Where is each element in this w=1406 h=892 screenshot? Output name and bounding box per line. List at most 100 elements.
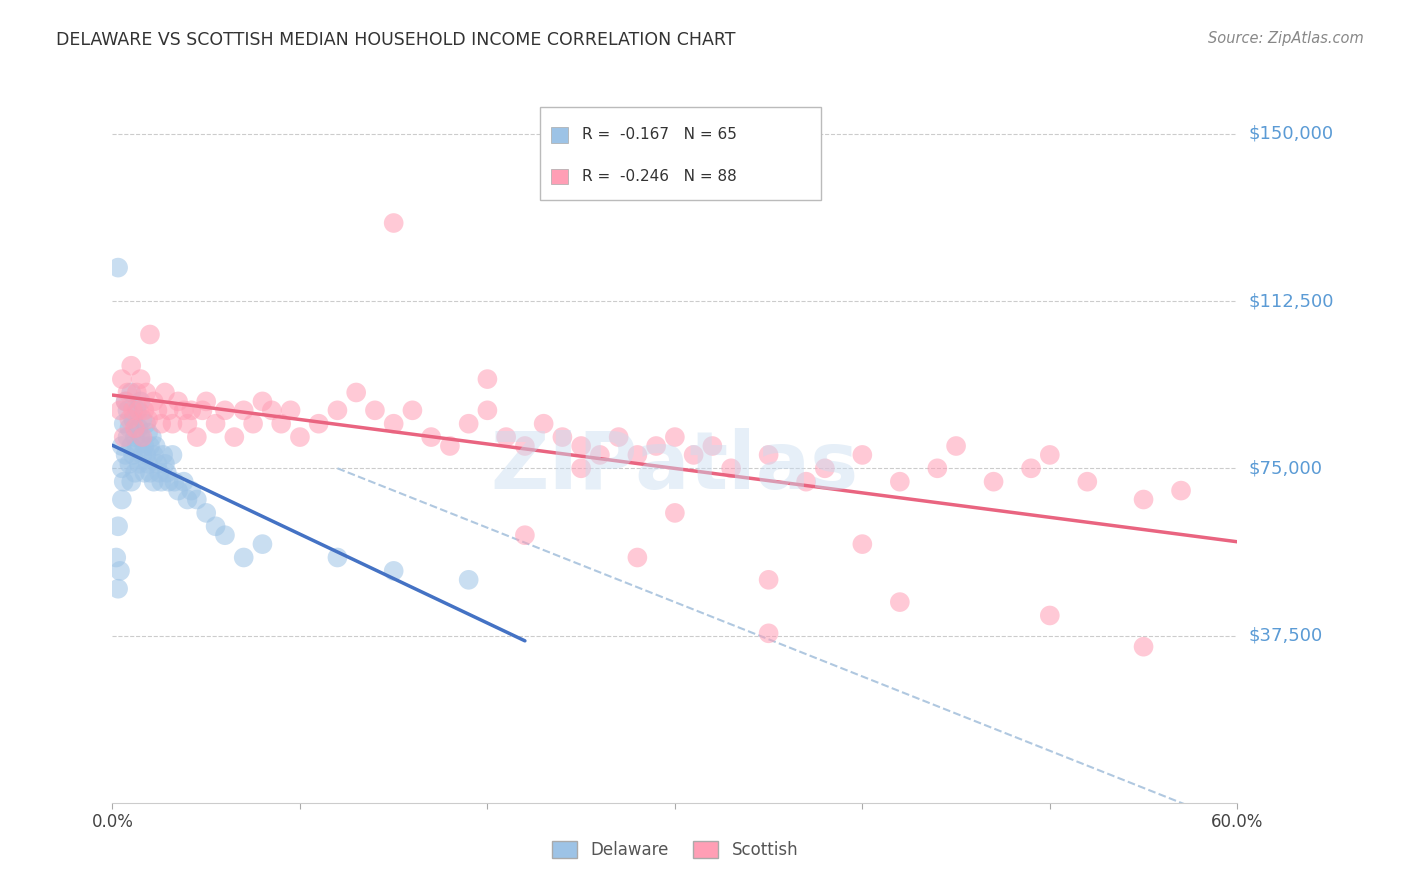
Point [134, 403, 156, 417]
Point [163, 475, 186, 489]
Point [626, 448, 648, 462]
Point [142, 475, 165, 489]
Point [270, 417, 292, 431]
Point [794, 475, 817, 489]
Point [129, 394, 152, 409]
Point [118, 412, 141, 426]
Point [111, 461, 134, 475]
Point [125, 439, 148, 453]
Text: R =  -0.167   N = 65: R = -0.167 N = 65 [582, 128, 737, 143]
Point [720, 461, 742, 475]
Point [124, 466, 146, 480]
Point [1132, 492, 1154, 507]
Point [118, 457, 141, 471]
Point [120, 359, 142, 373]
Point [135, 417, 157, 431]
FancyBboxPatch shape [551, 169, 568, 185]
Point [135, 385, 157, 400]
Text: R =  -0.246   N = 88: R = -0.246 N = 88 [582, 169, 737, 184]
Point [120, 475, 142, 489]
Point [152, 448, 174, 462]
Point [645, 439, 668, 453]
Text: ZIPatlas: ZIPatlas [491, 428, 859, 507]
Point [108, 403, 131, 417]
Point [1039, 608, 1062, 623]
Point [176, 492, 198, 507]
Point [477, 372, 499, 386]
FancyBboxPatch shape [540, 107, 821, 200]
Point [167, 483, 190, 498]
Point [252, 394, 274, 409]
Point [364, 403, 387, 417]
Point [167, 394, 190, 409]
Point [814, 461, 837, 475]
Point [186, 430, 208, 444]
Point [129, 430, 152, 444]
Point [173, 475, 195, 489]
Point [214, 403, 236, 417]
Point [382, 417, 405, 431]
Point [1076, 475, 1098, 489]
Point [533, 417, 555, 431]
Point [124, 430, 146, 444]
Point [224, 430, 246, 444]
Point [1132, 640, 1154, 654]
Point [131, 430, 153, 444]
Point [214, 528, 236, 542]
Point [114, 394, 136, 409]
Point [758, 448, 780, 462]
Point [513, 439, 536, 453]
Text: $112,500: $112,500 [1249, 292, 1334, 310]
Point [344, 385, 367, 400]
Point [122, 412, 145, 426]
Point [145, 439, 167, 453]
Point [153, 457, 176, 471]
Point [142, 394, 165, 409]
Point [927, 461, 949, 475]
Point [120, 385, 142, 400]
Point [252, 537, 274, 551]
Point [420, 430, 443, 444]
Point [128, 421, 150, 435]
Point [111, 492, 134, 507]
Point [204, 519, 226, 533]
Point [495, 430, 517, 444]
Point [889, 475, 911, 489]
Point [112, 417, 135, 431]
Point [195, 506, 218, 520]
Point [180, 403, 202, 417]
Point [204, 417, 226, 431]
Point [664, 430, 686, 444]
Point [1019, 461, 1042, 475]
Point [134, 439, 156, 453]
Point [120, 439, 142, 453]
Point [156, 466, 179, 480]
Point [382, 564, 405, 578]
Point [758, 626, 780, 640]
Point [157, 403, 180, 417]
Point [128, 457, 150, 471]
Point [260, 403, 283, 417]
Legend: Delaware, Scottish: Delaware, Scottish [546, 834, 804, 866]
Point [326, 550, 349, 565]
Point [889, 595, 911, 609]
Point [326, 403, 349, 417]
Point [1170, 483, 1192, 498]
Point [457, 417, 479, 431]
Point [153, 385, 176, 400]
Point [401, 403, 423, 417]
Point [607, 430, 630, 444]
Point [983, 475, 1005, 489]
Point [186, 492, 208, 507]
Point [589, 448, 612, 462]
Point [477, 403, 499, 417]
Point [280, 403, 302, 417]
Point [128, 403, 150, 417]
Point [176, 417, 198, 431]
Point [122, 403, 145, 417]
FancyBboxPatch shape [551, 127, 568, 143]
Point [142, 448, 165, 462]
Point [117, 385, 139, 400]
Point [173, 403, 195, 417]
Point [150, 475, 173, 489]
